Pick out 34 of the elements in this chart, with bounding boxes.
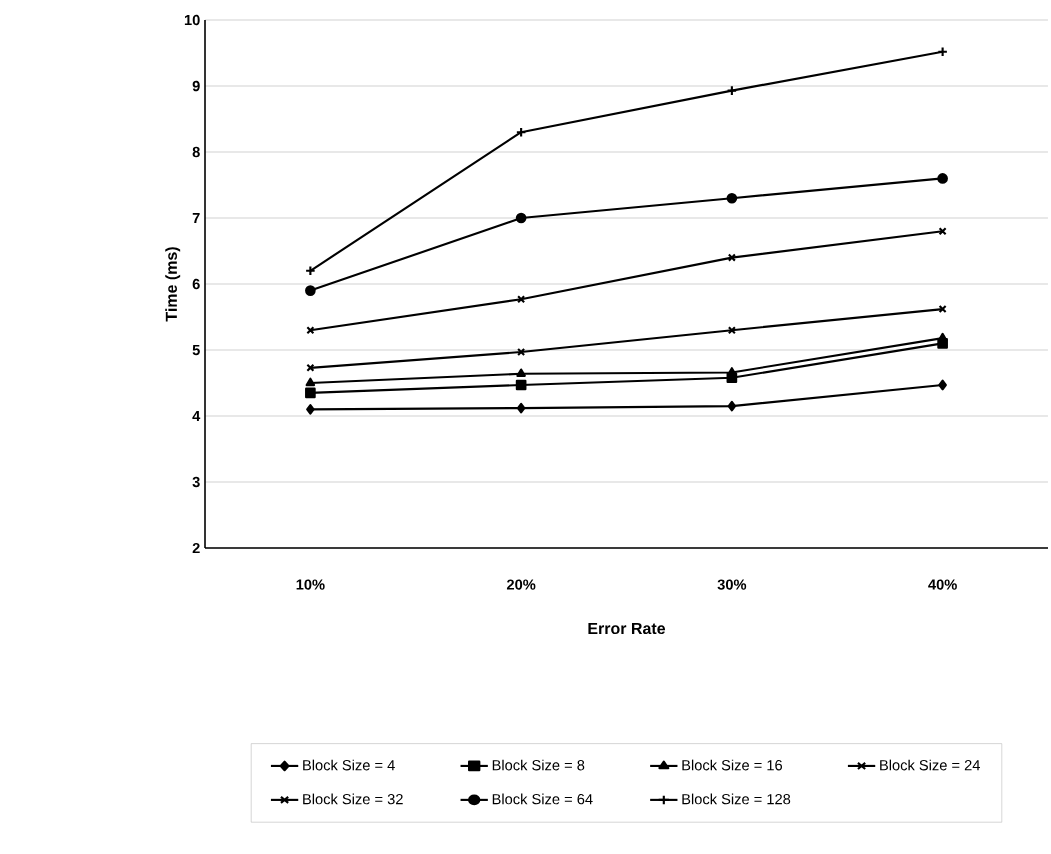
point xyxy=(937,173,948,184)
y-axis-title: Time (ms) xyxy=(165,247,181,322)
point xyxy=(516,402,526,414)
legend-label: Block Size = 24 xyxy=(880,759,980,771)
point xyxy=(516,368,526,377)
legend-label: Block Size = 4 xyxy=(303,759,395,771)
point xyxy=(305,377,316,387)
point xyxy=(938,379,947,391)
y-tick-label: 2 xyxy=(192,542,200,554)
legend-label: Block Size = 32 xyxy=(303,793,403,805)
point xyxy=(515,212,527,224)
y-tick-label: 3 xyxy=(192,476,200,488)
x-tick-label: 30% xyxy=(717,579,747,590)
x-tick-label: 40% xyxy=(928,579,957,590)
x-tick-label: 20% xyxy=(506,579,536,590)
y-tick-label: 9 xyxy=(192,80,200,92)
y-tick-label: 5 xyxy=(192,344,200,356)
point xyxy=(727,400,737,412)
y-tick-label: 7 xyxy=(192,212,200,224)
legend-label: Block Size = 64 xyxy=(492,793,593,805)
legend-label: Block Size = 8 xyxy=(492,759,585,771)
point xyxy=(305,285,316,296)
legend-label: Block Size = 128 xyxy=(682,793,791,805)
x-axis-title: Error Rate xyxy=(588,622,666,635)
y-tick-label: 10 xyxy=(184,14,200,26)
point xyxy=(305,387,316,399)
y-tick-label: 4 xyxy=(192,410,201,422)
x-tick-label: 10% xyxy=(296,579,325,590)
point xyxy=(306,404,315,415)
legend-label: Block Size = 16 xyxy=(682,759,783,771)
point xyxy=(726,192,738,204)
y-tick-label: 6 xyxy=(192,278,200,290)
point xyxy=(515,379,527,391)
y-tick-label: 8 xyxy=(192,146,200,158)
